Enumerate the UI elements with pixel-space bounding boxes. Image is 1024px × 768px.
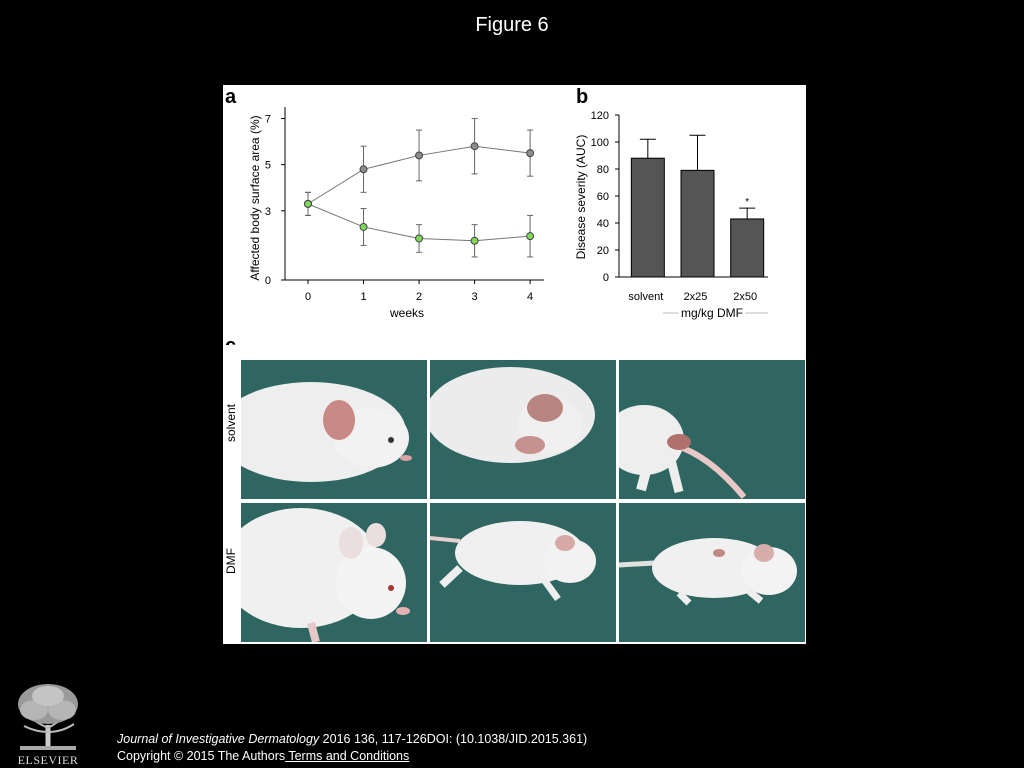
chart-b-xlabel: mg/kg DMF: [681, 306, 743, 320]
charts-area: a 0 3 5 7 0 1 2 3 4 Affected body surface area (…: [225, 86, 768, 345]
elsevier-logo: ELSEVIER: [10, 680, 86, 766]
row-label-dmf: DMF: [224, 548, 238, 574]
y-tick-label: 60: [597, 191, 609, 203]
y-tick-label: 20: [597, 245, 609, 257]
x-tick-label: 2: [416, 291, 422, 303]
copyright-text: Copyright © 2015 The Authors: [117, 749, 286, 763]
row-labels: solvent DMF: [224, 403, 238, 574]
x-tick-label: 2x25: [684, 291, 708, 303]
panel-b-label: b: [576, 86, 588, 108]
x-tick-label: solvent: [628, 291, 663, 303]
citation-details: 2016 136, 117-126DOI: (10.1038/JID.2015.…: [319, 732, 588, 746]
x-tick-label: 3: [472, 291, 478, 303]
footer: Journal of Investigative Dermatology 201…: [117, 731, 587, 765]
y-tick-label: 5: [265, 160, 271, 172]
bar: [630, 157, 665, 278]
data-point: [415, 151, 424, 160]
terms-link[interactable]: Terms and Conditions: [285, 749, 410, 763]
significance-mark: *: [745, 197, 749, 208]
logo-text: ELSEVIER: [18, 753, 79, 766]
data-point: [359, 165, 368, 174]
y-tick-label: 120: [591, 110, 609, 122]
bar-chart: 0 20 40 60 80 100 120 solvent 2x25 * 2x50: [591, 110, 768, 303]
photo-solvent-2: [430, 360, 616, 499]
chart-a-ylabel: Affected body surface area (%): [248, 115, 262, 280]
slide-title: Figure 6: [475, 14, 549, 36]
y-tick-label: 0: [265, 275, 271, 287]
chart-b-ylabel: Disease severity (AUC): [574, 135, 588, 260]
panel-a-label: a: [225, 86, 237, 108]
journal-name: Journal of Investigative Dermatology: [117, 732, 320, 746]
photo-dmf-1: [241, 503, 427, 642]
data-point: [415, 234, 424, 243]
photo-dmf-3: [619, 503, 805, 642]
photo-dmf-2: [430, 503, 616, 642]
data-point: [470, 142, 479, 151]
panel-c-label: c: [225, 335, 236, 345]
figure-panel: a 0 3 5 7 0 1 2 3 4 Affected body surface area (…: [223, 85, 806, 644]
x-tick-label: 0: [305, 291, 311, 303]
photo-solvent-1: [241, 360, 427, 499]
bar: [730, 218, 765, 278]
x-tick-label: 2x50: [733, 291, 757, 303]
data-point: [359, 222, 368, 231]
data-point: [470, 236, 479, 245]
y-tick-label: 80: [597, 164, 609, 176]
y-tick-label: 0: [603, 272, 609, 284]
y-tick-label: 7: [265, 114, 271, 126]
data-point: [526, 149, 535, 158]
data-point: [304, 199, 312, 208]
row-label-solvent: solvent: [224, 403, 238, 442]
copyright-line: Copyright © 2015 The Authors Terms and C…: [117, 748, 587, 765]
y-tick-label: 40: [597, 218, 609, 230]
chart-a-xlabel: weeks: [389, 306, 424, 320]
citation-line: Journal of Investigative Dermatology 201…: [117, 731, 587, 748]
photo-solvent-3: [619, 360, 805, 499]
bar: [680, 169, 715, 278]
x-tick-label: 1: [360, 291, 366, 303]
y-tick-label: 100: [591, 137, 609, 149]
line-chart: 0 3 5 7 0 1 2 3 4: [265, 107, 544, 303]
y-tick-label: 3: [265, 206, 271, 218]
x-tick-label: 4: [527, 291, 533, 303]
data-point: [526, 232, 535, 241]
